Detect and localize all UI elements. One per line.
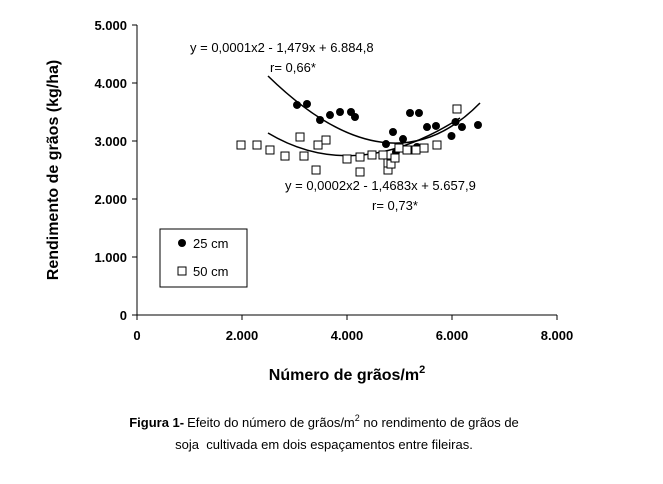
point bbox=[265, 145, 275, 155]
point bbox=[302, 99, 311, 108]
y-tick-label: 2.000 bbox=[94, 192, 127, 207]
point bbox=[432, 140, 442, 150]
caption-sup: 2 bbox=[355, 413, 360, 423]
point bbox=[473, 120, 482, 129]
point bbox=[316, 116, 325, 125]
point bbox=[452, 104, 462, 114]
point bbox=[299, 151, 309, 161]
point bbox=[293, 100, 302, 109]
point bbox=[457, 123, 466, 132]
point bbox=[406, 108, 414, 117]
equation: y = 0,0002x2 - 1,4683x + 5.657,9 bbox=[285, 178, 476, 193]
point bbox=[388, 128, 397, 137]
point bbox=[342, 154, 352, 164]
y-axis-label: Rendimento de grãos (kg/ha) bbox=[45, 60, 62, 280]
correlation: r= 0,73* bbox=[372, 198, 418, 213]
point bbox=[311, 165, 321, 175]
caption-text: no rendimento de grãos de bbox=[360, 415, 519, 430]
point bbox=[378, 150, 388, 160]
point bbox=[394, 143, 404, 153]
point bbox=[411, 145, 421, 155]
x-tick-label: 6.000 bbox=[436, 328, 469, 343]
point bbox=[382, 140, 391, 149]
caption-line: soja cultivada em dois espaçamentos entr… bbox=[175, 437, 473, 452]
point bbox=[399, 135, 408, 144]
point bbox=[451, 117, 460, 126]
caption-line: Figura 1- Efeito do número de grãos/m2 no… bbox=[129, 413, 519, 430]
point bbox=[431, 121, 440, 130]
legend-marker bbox=[177, 266, 187, 276]
point bbox=[447, 132, 456, 141]
point bbox=[423, 123, 432, 132]
caption-text: Efeito do número de grãos/m bbox=[187, 415, 355, 430]
y-tick-label: 5.000 bbox=[94, 18, 127, 33]
legend-label: 25 cm bbox=[193, 236, 228, 251]
point bbox=[280, 151, 290, 161]
x-tick-label: 4.000 bbox=[331, 328, 364, 343]
point bbox=[295, 132, 305, 142]
point bbox=[367, 150, 377, 160]
y-tick-label: 1.000 bbox=[94, 250, 127, 265]
y-tick-label: 4.000 bbox=[94, 76, 127, 91]
point bbox=[355, 152, 365, 162]
point bbox=[390, 153, 400, 163]
x-tick-label: 8.000 bbox=[541, 328, 574, 343]
point bbox=[419, 143, 429, 153]
point bbox=[252, 140, 262, 150]
y-tick-label: 3.000 bbox=[94, 134, 127, 149]
x-axis-label: Número de grãos/m2 bbox=[269, 364, 425, 384]
legend-marker bbox=[178, 239, 186, 247]
legend-box bbox=[159, 228, 248, 288]
point bbox=[336, 108, 345, 116]
point bbox=[350, 112, 359, 121]
point bbox=[325, 111, 334, 120]
caption-label: Figura 1- bbox=[129, 415, 184, 430]
x-label-sup: 2 bbox=[419, 364, 425, 376]
correlation: r= 0,66* bbox=[270, 60, 316, 75]
point bbox=[402, 145, 412, 155]
point bbox=[236, 140, 246, 150]
x-tick-label: 2.000 bbox=[226, 328, 259, 343]
point bbox=[414, 108, 423, 117]
point bbox=[355, 167, 365, 177]
x-tick-label: 0 bbox=[133, 328, 140, 343]
legend-label: 50 cm bbox=[193, 264, 228, 279]
point bbox=[321, 135, 331, 145]
point bbox=[313, 140, 323, 150]
equation: y = 0,0001x2 - 1,479x + 6.884,8 bbox=[190, 40, 374, 55]
x-label-text: Número de grãos/m bbox=[269, 367, 419, 384]
y-tick-label: 0 bbox=[120, 308, 127, 323]
